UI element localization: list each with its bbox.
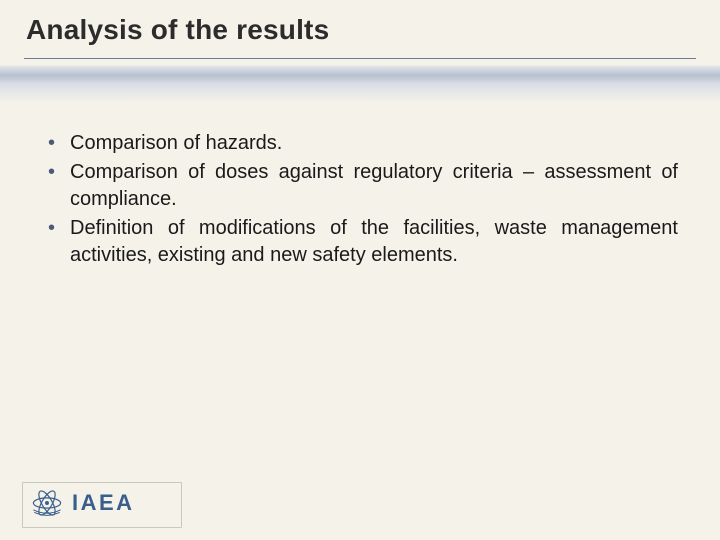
content-area: Comparison of hazards. Comparison of dos…	[42, 130, 678, 271]
title-area: Analysis of the results	[0, 0, 720, 70]
logo-text: IAEA	[72, 490, 135, 516]
footer: IAEA	[30, 486, 135, 520]
list-item: Comparison of doses against regulatory c…	[42, 159, 678, 213]
title-underline	[24, 58, 696, 59]
bullet-text: Definition of modifications of the facil…	[70, 217, 678, 266]
page-title: Analysis of the results	[26, 14, 720, 46]
list-item: Definition of modifications of the facil…	[42, 215, 678, 269]
bullet-list: Comparison of hazards. Comparison of dos…	[42, 130, 678, 269]
iaea-logo-icon	[30, 486, 64, 520]
logo: IAEA	[30, 486, 135, 520]
bullet-text: Comparison of doses against regulatory c…	[70, 161, 678, 210]
slide: Analysis of the results Comparison of ha…	[0, 0, 720, 540]
list-item: Comparison of hazards.	[42, 130, 678, 157]
bullet-text: Comparison of hazards.	[70, 132, 282, 154]
